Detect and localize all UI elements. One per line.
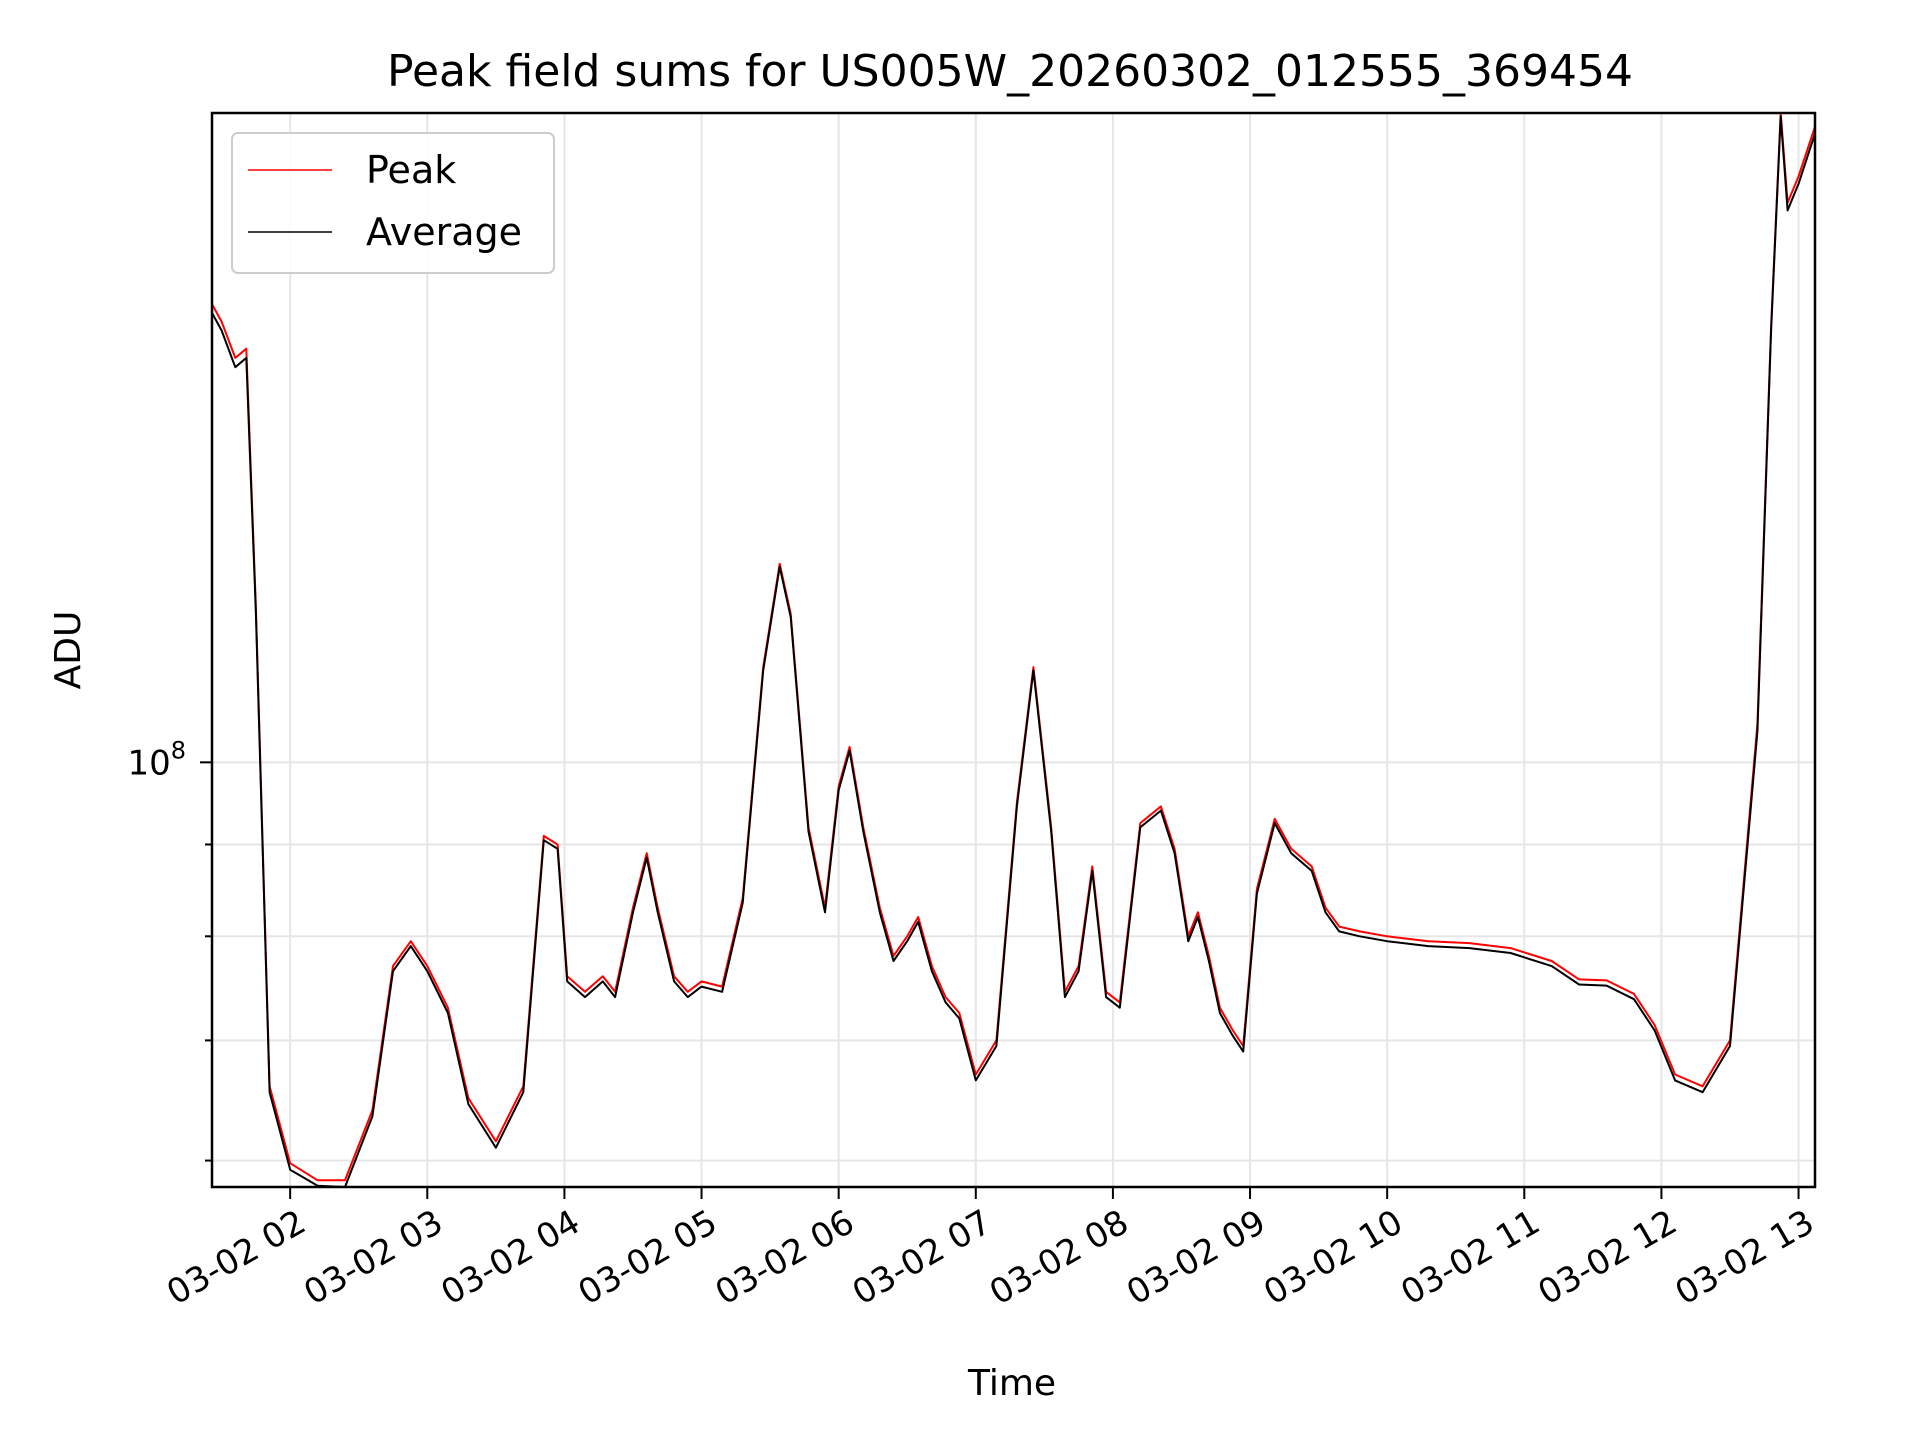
legend: Peak Average [231,132,555,274]
legend-label-average: Average [366,210,522,254]
series-line-peak [211,112,1816,1182]
series-line-average [211,115,1816,1188]
legend-label-peak: Peak [366,148,456,192]
plot-frame [210,111,1817,1189]
x-axis-label: Time [967,1363,1056,1404]
legend-box [231,132,555,274]
y-tick-label: 108 [127,736,186,783]
y-tick-labels: 108 [127,736,186,783]
grid-lines [212,113,1815,1187]
series-layer [211,112,1816,1188]
axis-ticks [200,761,1800,1199]
chart-title: Peak field sums for US005W_20260302_0125… [387,46,1633,97]
y-axis-label: ADU [48,611,89,690]
